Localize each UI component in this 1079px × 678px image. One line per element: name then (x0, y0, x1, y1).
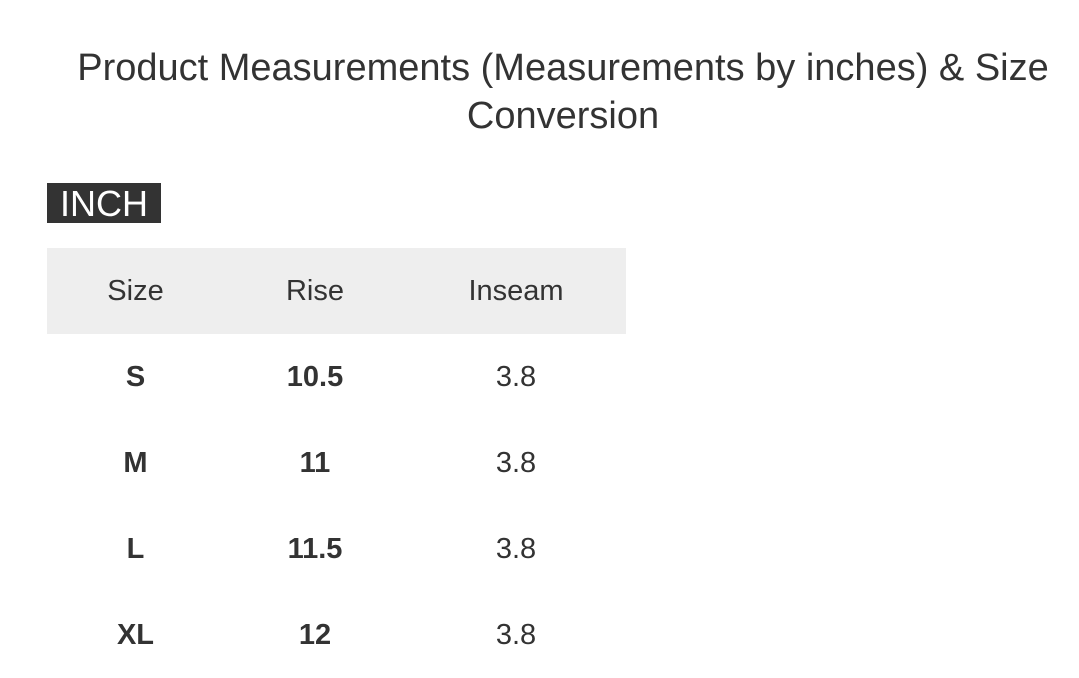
table-row: M 11 3.8 (47, 420, 626, 506)
cell-size: XL (116, 618, 155, 651)
cell-inseam: 3.8 (495, 446, 537, 479)
cell-size: M (123, 446, 148, 479)
size-table: Size Rise Inseam S 10.5 3.8 M 11 3.8 L 11.5 3.8 X… (47, 248, 626, 678)
cell-inseam: 3.8 (495, 360, 537, 393)
header-rise: Rise (224, 248, 406, 334)
header-inseam: Inseam (406, 248, 626, 334)
table-row: L 11.5 3.8 (47, 506, 626, 592)
cell-size: S (125, 360, 146, 393)
table-row: XL 12 3.8 (47, 592, 626, 678)
cell-rise: 11 (299, 446, 331, 479)
cell-inseam: 3.8 (495, 532, 537, 565)
cell-size: L (126, 532, 145, 565)
table-row: S 10.5 3.8 (47, 334, 626, 420)
cell-rise: 10.5 (286, 360, 344, 393)
unit-badge: INCH (47, 183, 161, 224)
cell-rise: 11.5 (287, 532, 343, 565)
cell-inseam: 3.8 (495, 618, 537, 651)
page-title: Product Measurements (Measurements by in… (77, 47, 1049, 137)
cell-rise: 12 (298, 618, 332, 651)
table-header: Size Rise Inseam (47, 248, 626, 334)
header-size: Size (47, 248, 224, 334)
